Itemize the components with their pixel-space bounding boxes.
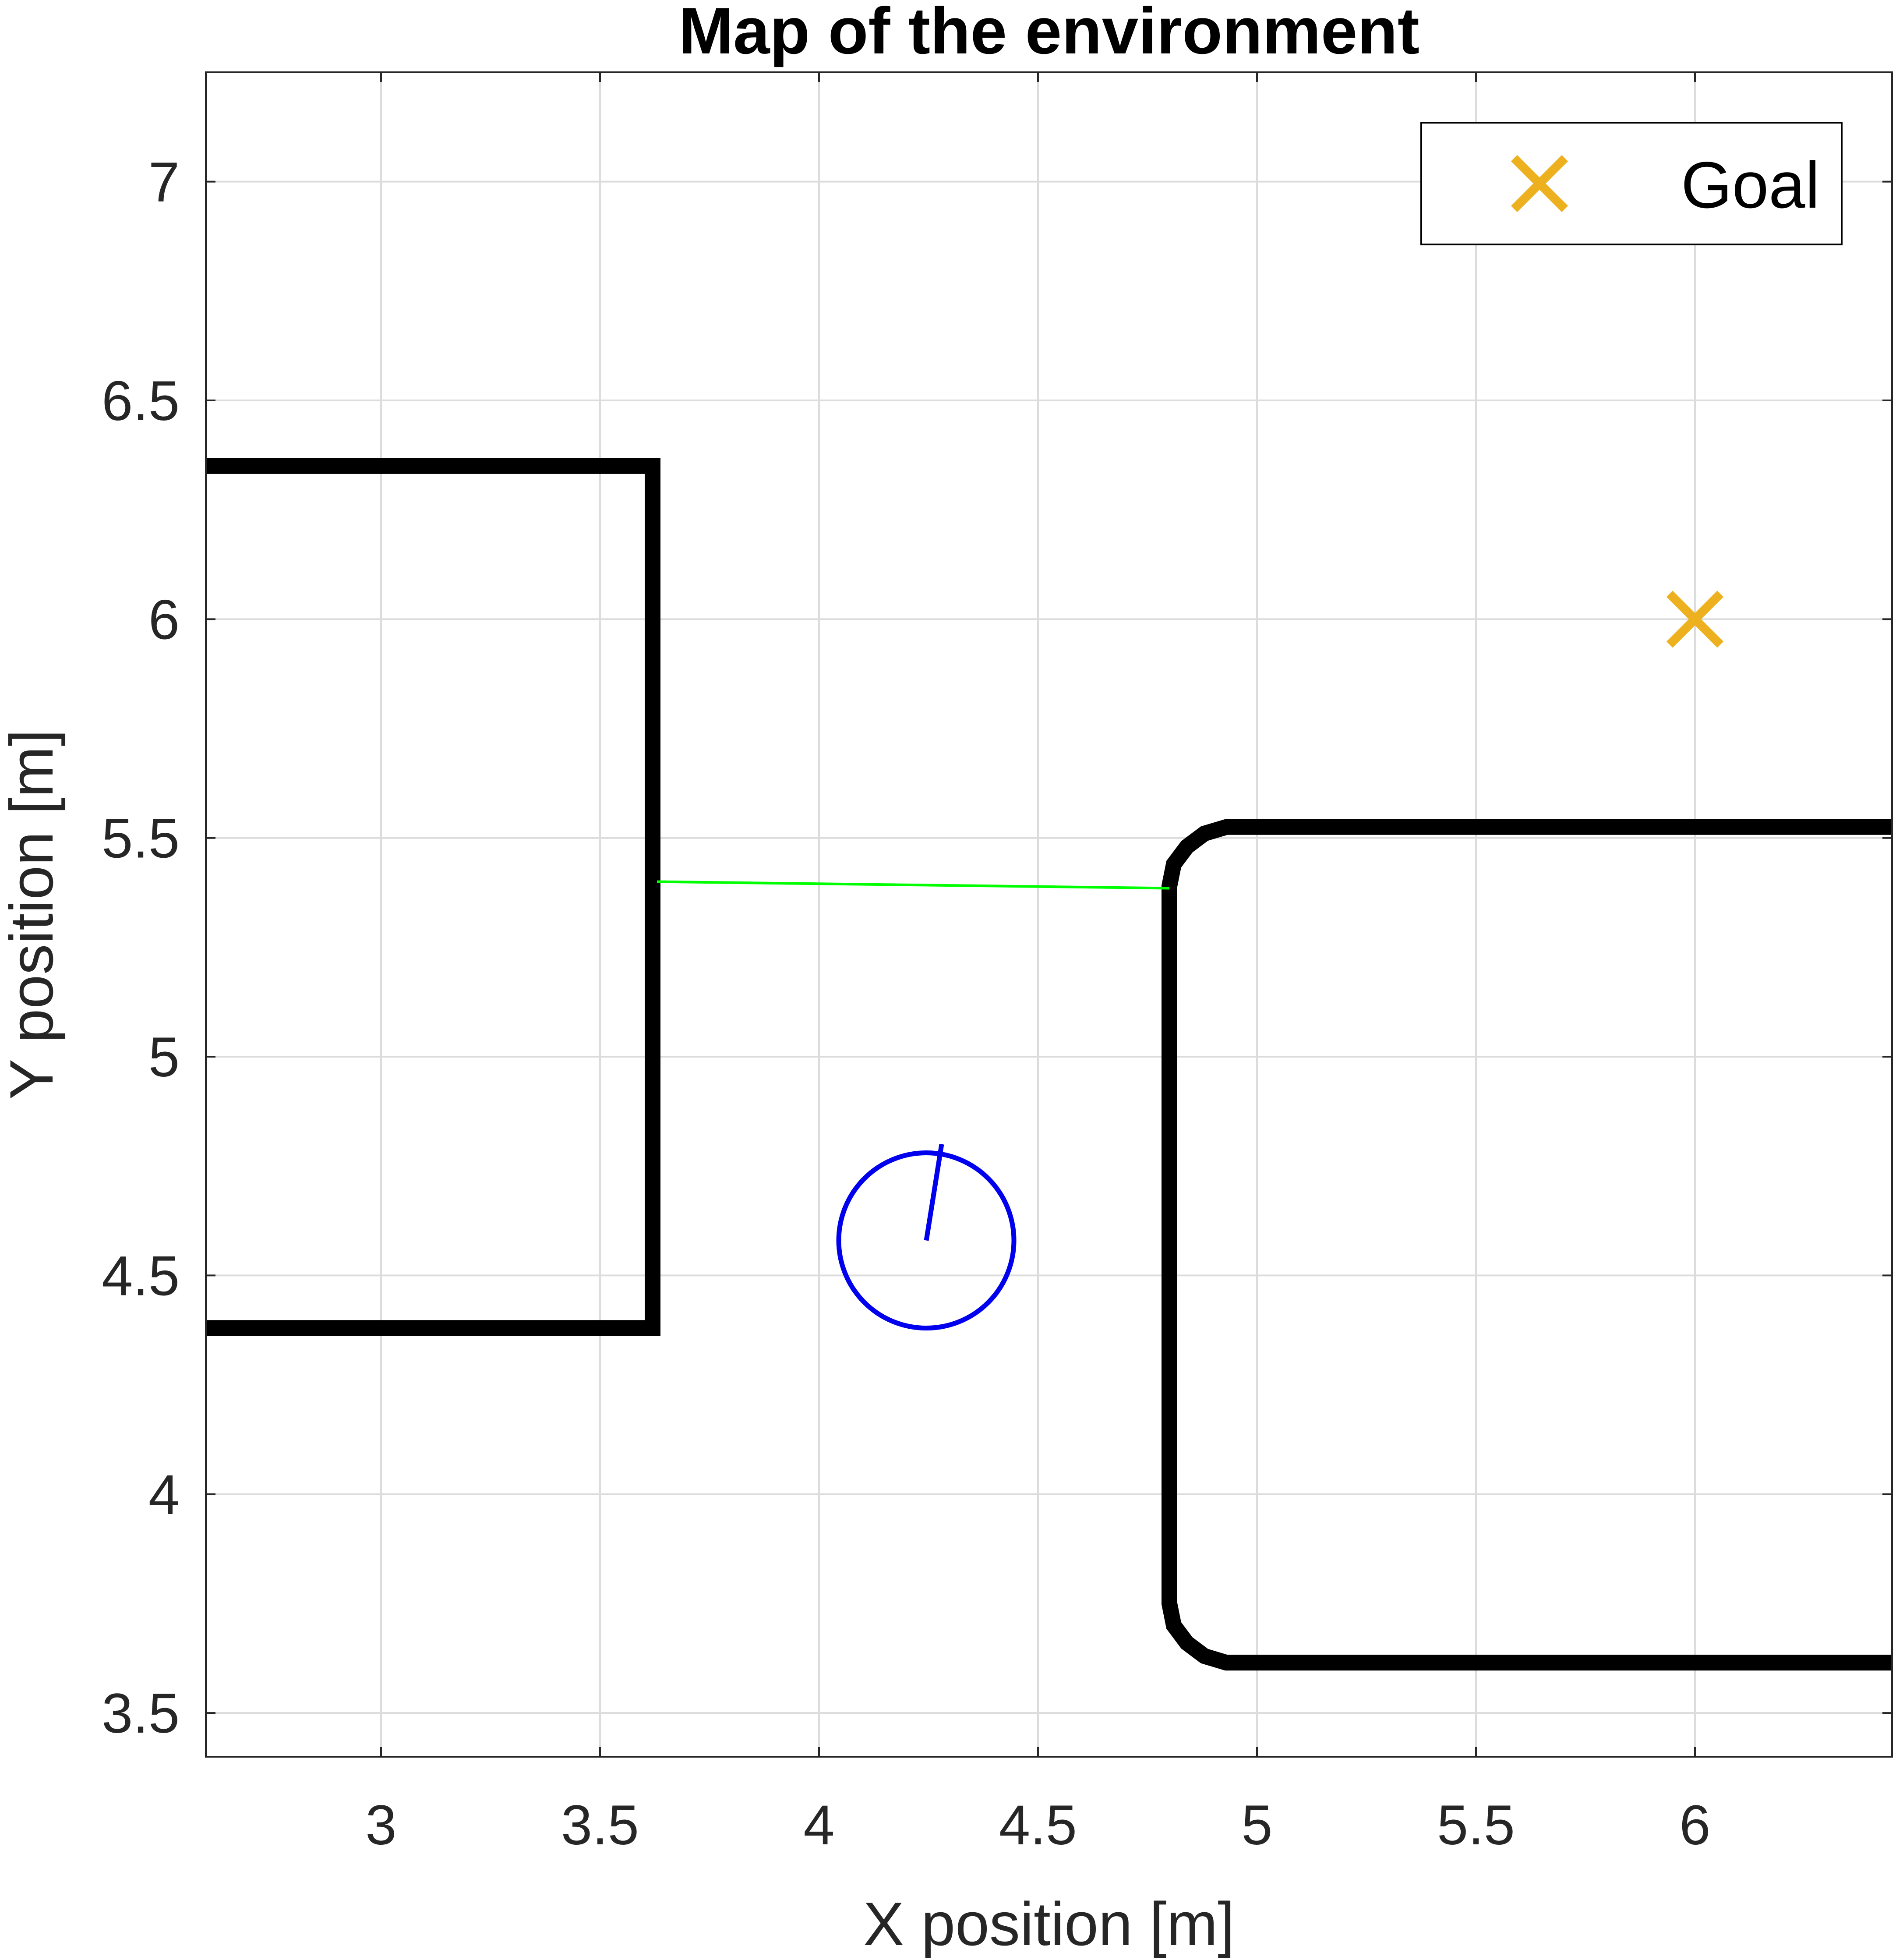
robot-heading-line <box>924 1143 944 1241</box>
y-tick-label: 5.5 <box>102 807 180 870</box>
obstacle-wall-1 <box>206 458 660 1336</box>
y-tick-label: 6 <box>148 588 180 651</box>
y-axis-label: Y position [m] <box>0 729 66 1100</box>
x-tick-label: 4 <box>803 1794 834 1857</box>
plot-area <box>206 72 1892 1757</box>
legend-goal-x <box>1511 155 1568 212</box>
grid <box>206 72 1892 1757</box>
x-tick-label: 6 <box>1679 1794 1710 1857</box>
y-tick-label: 4 <box>148 1464 180 1526</box>
legend-goal-x-stroke-b <box>1511 155 1568 212</box>
robot-body-circle <box>836 1150 1017 1331</box>
legend-goal-marker <box>1511 155 1568 212</box>
x-tick-label: 3 <box>365 1794 396 1857</box>
x-tick-label: 3.5 <box>561 1794 639 1857</box>
chart-title: Map of the environment <box>678 0 1419 67</box>
legend-box <box>1420 122 1843 245</box>
goal-marker-stroke-b <box>1666 591 1724 648</box>
goal-marker <box>1666 591 1724 648</box>
obstacle-wall-2 <box>1162 819 1892 1671</box>
series-clip-group <box>206 458 1892 1671</box>
y-tick-label: 4.5 <box>102 1245 180 1307</box>
series-layer <box>206 458 1892 1671</box>
y-tick-label: 7 <box>148 151 180 214</box>
legend: Goal <box>1420 122 1843 245</box>
planned-path-line <box>657 880 1170 890</box>
x-tick-label: 5.5 <box>1437 1794 1515 1857</box>
x-axis-label: X position [m] <box>863 1889 1235 1958</box>
x-tick-label: 4.5 <box>999 1794 1077 1857</box>
legend-goal-label: Goal <box>1681 148 1820 222</box>
y-tick-label: 6.5 <box>102 370 180 432</box>
axes-frame <box>205 71 1893 1758</box>
x-tick-label: 5 <box>1241 1794 1272 1857</box>
ticks: 3 3.5 4 4.5 5 5.5 6 3.5 4 4.5 5 5.5 6 6.5 7 <box>102 72 1892 1857</box>
y-tick-label: 3.5 <box>102 1682 180 1745</box>
y-tick-label: 5 <box>148 1026 180 1089</box>
